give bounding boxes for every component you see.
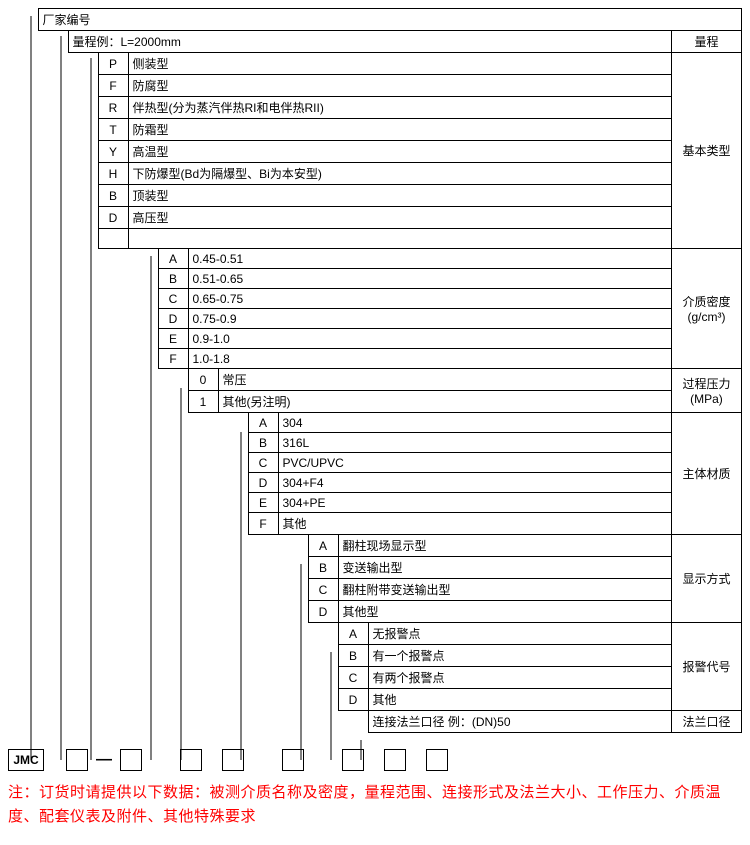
code-selector-row: JMC — xyxy=(8,749,742,771)
sel-pressure xyxy=(222,749,244,771)
pressure-label-text: 过程压力 xyxy=(682,377,730,391)
pressure-unit: (MPa) xyxy=(690,392,723,406)
alarm-desc: 有一个报警点 xyxy=(368,645,671,667)
density-desc: 0.75-0.9 xyxy=(188,309,671,329)
material-desc: 304+F4 xyxy=(278,473,671,493)
alarm-desc: 无报警点 xyxy=(368,623,671,645)
display-desc: 翻柱附带变送输出型 xyxy=(338,579,671,601)
sel-material xyxy=(282,749,304,771)
material-code: A xyxy=(248,413,278,433)
display-code: D xyxy=(308,601,338,623)
material-desc: 316L xyxy=(278,433,671,453)
brand-box: JMC xyxy=(8,749,44,771)
alarm-desc: 有两个报警点 xyxy=(368,667,671,689)
basic-type-code: H xyxy=(98,163,128,185)
alarm-code: A xyxy=(338,623,368,645)
sel-alarm xyxy=(384,749,406,771)
order-note: 注：订货时请提供以下数据：被测介质名称及密度，量程范围、连接形式及法兰大小、工作… xyxy=(8,781,742,829)
pressure-desc: 常压 xyxy=(218,369,671,391)
material-desc: 其他 xyxy=(278,513,671,535)
basic-type-desc: 高温型 xyxy=(128,141,671,163)
density-code: B xyxy=(158,269,188,289)
pressure-code: 0 xyxy=(188,369,218,391)
pressure-code: 1 xyxy=(188,391,218,413)
basic-type-desc: 顶装型 xyxy=(128,185,671,207)
density-desc: 0.65-0.75 xyxy=(188,289,671,309)
alarm-label: 报警代号 xyxy=(671,623,741,711)
pressure-desc: 其他(另注明) xyxy=(218,391,671,413)
density-desc: 1.0-1.8 xyxy=(188,349,671,369)
density-desc: 0.9-1.0 xyxy=(188,329,671,349)
material-desc: 304 xyxy=(278,413,671,433)
basic-type-desc: 侧装型 xyxy=(128,53,671,75)
display-desc: 其他型 xyxy=(338,601,671,623)
sel-display xyxy=(342,749,364,771)
range-example: 量程例：L=2000mm xyxy=(68,31,671,53)
flange-desc: 连接法兰口径 例：(DN)50 xyxy=(368,711,671,733)
material-code: B xyxy=(248,433,278,453)
material-desc: PVC/UPVC xyxy=(278,453,671,473)
flange-label: 法兰口径 xyxy=(671,711,741,733)
density-code: A xyxy=(158,249,188,269)
sel-range xyxy=(66,749,88,771)
display-code: A xyxy=(308,535,338,557)
density-desc: 0.51-0.65 xyxy=(188,269,671,289)
basic-type-desc: 下防爆型(Bd为隔爆型、Bi为本安型) xyxy=(128,163,671,185)
basic-type-code: P xyxy=(98,53,128,75)
basic-type-code: D xyxy=(98,207,128,229)
basic-type-code: R xyxy=(98,97,128,119)
basic-type-code: B xyxy=(98,185,128,207)
basic-type-code xyxy=(98,229,128,249)
alarm-desc: 其他 xyxy=(368,689,671,711)
basic-type-code: F xyxy=(98,75,128,97)
density-label-text: 介质密度 xyxy=(682,295,730,309)
basic-type-desc: 防霜型 xyxy=(128,119,671,141)
density-code: F xyxy=(158,349,188,369)
density-code: C xyxy=(158,289,188,309)
basic-type-code: Y xyxy=(98,141,128,163)
display-code: C xyxy=(308,579,338,601)
material-desc: 304+PE xyxy=(278,493,671,513)
ordering-code-diagram: 厂家编号 量程例：L=2000mm 量程 P 侧装型 基本类型 F防腐型 R伴热… xyxy=(8,8,742,829)
density-desc: 0.45-0.51 xyxy=(188,249,671,269)
material-code: F xyxy=(248,513,278,535)
density-unit: (g/cm³) xyxy=(687,310,725,324)
alarm-code: C xyxy=(338,667,368,689)
basic-type-code: T xyxy=(98,119,128,141)
density-code: E xyxy=(158,329,188,349)
basic-type-desc: 伴热型(分为蒸汽伴热RI和电伴热RII) xyxy=(128,97,671,119)
sel-flange xyxy=(426,749,448,771)
sel-basic-type xyxy=(120,749,142,771)
alarm-code: B xyxy=(338,645,368,667)
alarm-code: D xyxy=(338,689,368,711)
range-label: 量程 xyxy=(671,31,741,53)
sel-density xyxy=(180,749,202,771)
density-label: 介质密度 (g/cm³) xyxy=(671,249,741,369)
dash-icon: — xyxy=(96,751,112,769)
display-label: 显示方式 xyxy=(671,535,741,623)
basic-type-desc xyxy=(128,229,671,249)
mfr-code-header: 厂家编号 xyxy=(38,9,742,31)
display-desc: 变送输出型 xyxy=(338,557,671,579)
material-label: 主体材质 xyxy=(671,413,741,535)
basic-type-desc: 防腐型 xyxy=(128,75,671,97)
pressure-label: 过程压力 (MPa) xyxy=(671,369,741,413)
material-code: C xyxy=(248,453,278,473)
display-code: B xyxy=(308,557,338,579)
basic-type-label: 基本类型 xyxy=(671,53,741,249)
display-desc: 翻柱现场显示型 xyxy=(338,535,671,557)
spec-table: 厂家编号 量程例：L=2000mm 量程 P 侧装型 基本类型 F防腐型 R伴热… xyxy=(8,8,742,733)
material-code: E xyxy=(248,493,278,513)
material-code: D xyxy=(248,473,278,493)
basic-type-desc: 高压型 xyxy=(128,207,671,229)
density-code: D xyxy=(158,309,188,329)
